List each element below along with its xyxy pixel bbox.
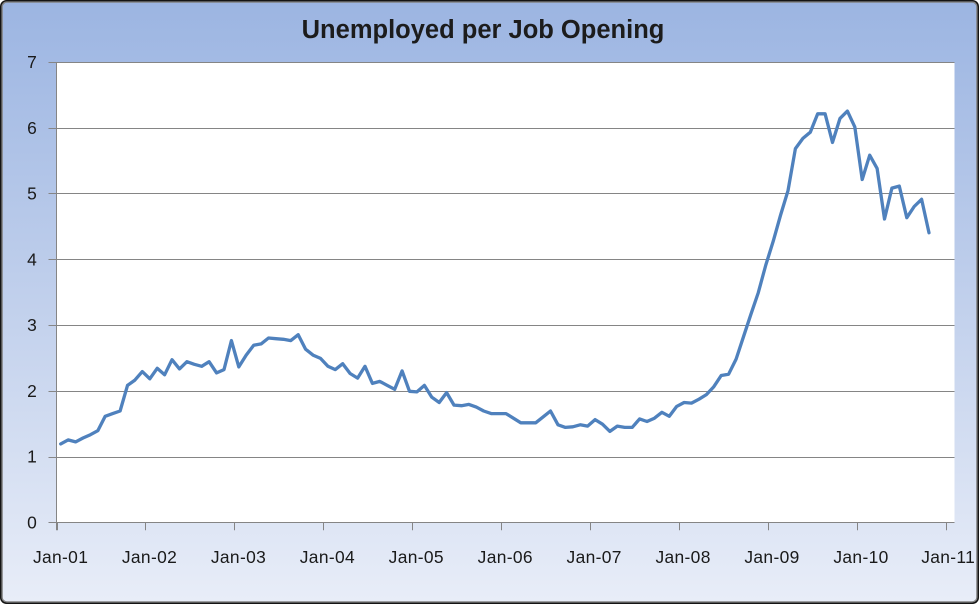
svg-text:2: 2 — [27, 381, 37, 401]
svg-text:4: 4 — [27, 250, 37, 270]
svg-text:0: 0 — [27, 513, 37, 533]
svg-text:1: 1 — [27, 447, 37, 467]
svg-text:Jan-11: Jan-11 — [921, 547, 975, 567]
svg-text:7: 7 — [27, 52, 37, 72]
svg-text:Unemployed per Job Opening: Unemployed per Job Opening — [302, 16, 665, 44]
svg-text:Jan-01: Jan-01 — [33, 547, 88, 567]
svg-text:Jan-07: Jan-07 — [567, 547, 622, 567]
svg-text:Jan-04: Jan-04 — [300, 547, 355, 567]
svg-text:5: 5 — [27, 184, 37, 204]
svg-text:Jan-05: Jan-05 — [389, 547, 444, 567]
svg-text:Jan-02: Jan-02 — [122, 547, 177, 567]
svg-text:3: 3 — [27, 315, 37, 335]
svg-text:Jan-06: Jan-06 — [478, 547, 533, 567]
svg-text:Jan-08: Jan-08 — [655, 547, 710, 567]
svg-text:6: 6 — [27, 118, 37, 138]
svg-text:Jan-10: Jan-10 — [833, 547, 888, 567]
svg-text:Jan-09: Jan-09 — [744, 547, 799, 567]
svg-text:Jan-03: Jan-03 — [211, 547, 266, 567]
